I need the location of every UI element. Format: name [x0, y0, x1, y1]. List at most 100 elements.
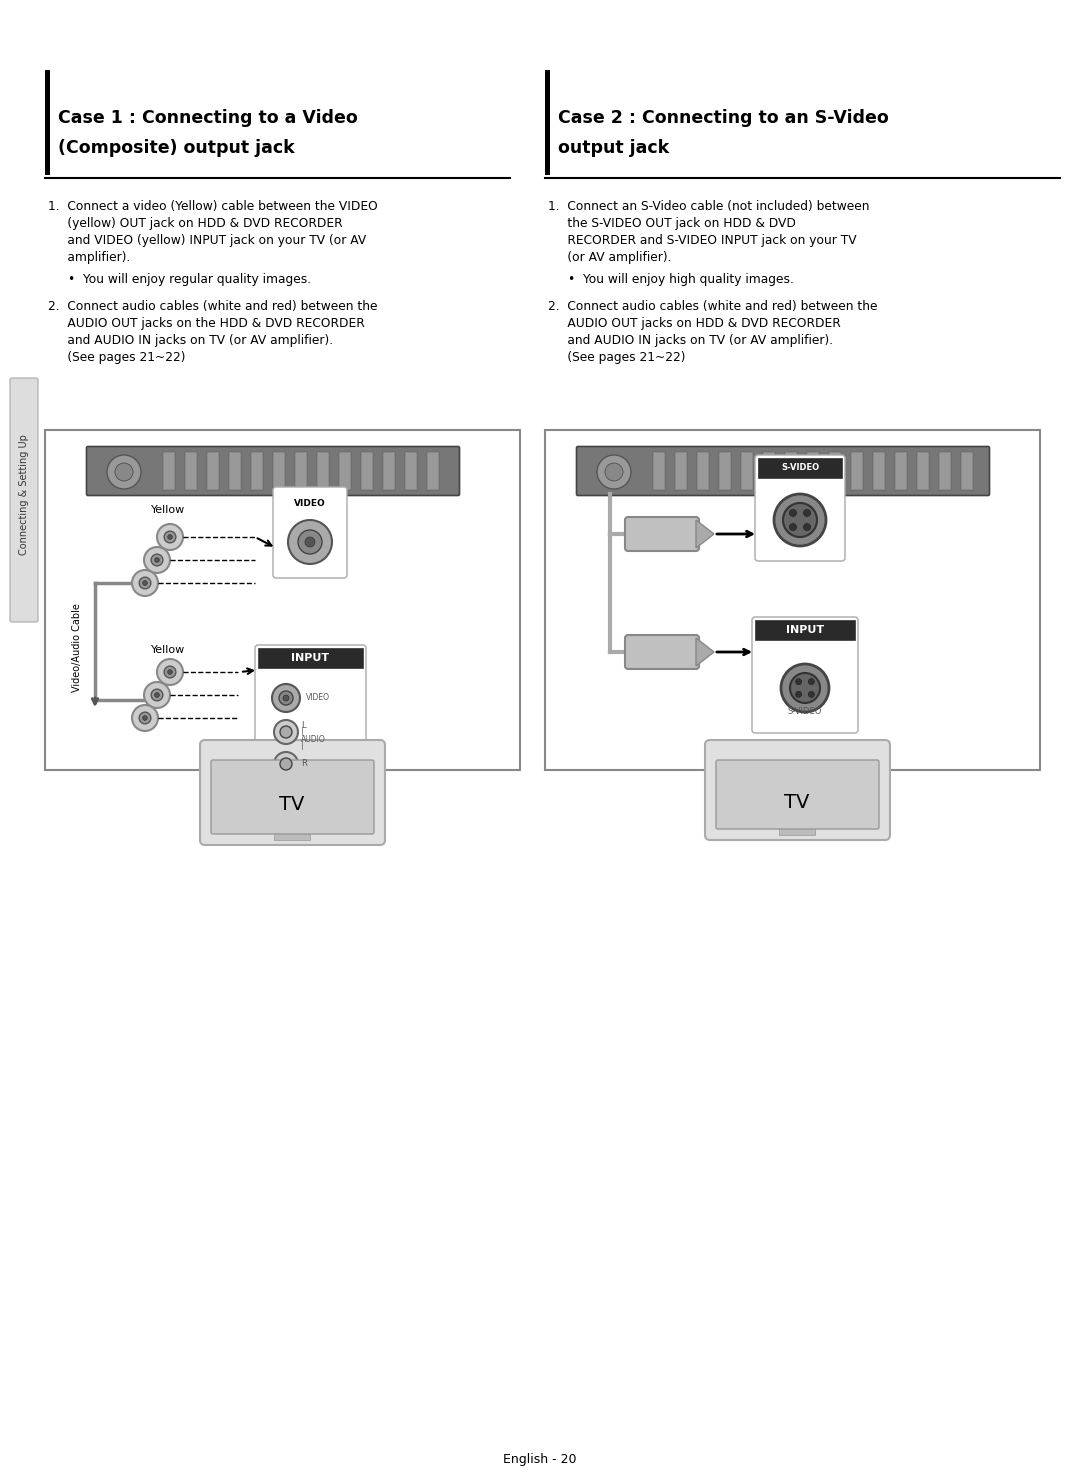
- Bar: [339, 452, 351, 490]
- Circle shape: [132, 705, 158, 732]
- Circle shape: [143, 581, 147, 585]
- Circle shape: [808, 692, 814, 698]
- Bar: [295, 452, 307, 490]
- Bar: [185, 452, 197, 490]
- Polygon shape: [696, 520, 714, 548]
- Bar: [653, 452, 665, 490]
- Circle shape: [272, 684, 300, 712]
- Text: Case 1 : Connecting to a Video: Case 1 : Connecting to a Video: [58, 110, 357, 127]
- Bar: [895, 452, 907, 490]
- Text: VIDEO: VIDEO: [306, 693, 330, 702]
- Bar: [917, 452, 929, 490]
- Text: (yellow) OUT jack on HDD & DVD RECORDER: (yellow) OUT jack on HDD & DVD RECORDER: [48, 218, 342, 230]
- Text: (See pages 21~22): (See pages 21~22): [548, 351, 686, 364]
- Circle shape: [114, 464, 133, 481]
- Text: and AUDIO IN jacks on TV (or AV amplifier).: and AUDIO IN jacks on TV (or AV amplifie…: [48, 335, 333, 347]
- Circle shape: [139, 712, 151, 724]
- FancyBboxPatch shape: [577, 446, 989, 496]
- Circle shape: [804, 524, 811, 530]
- Text: AUDIO: AUDIO: [301, 735, 326, 743]
- Bar: [779, 825, 815, 835]
- Circle shape: [796, 678, 801, 684]
- Circle shape: [280, 758, 292, 770]
- Circle shape: [789, 509, 796, 517]
- Text: English - 20: English - 20: [503, 1453, 577, 1466]
- Circle shape: [164, 532, 176, 544]
- Bar: [807, 452, 819, 490]
- Text: S-VIDEO: S-VIDEO: [787, 708, 822, 717]
- Text: and VIDEO (yellow) INPUT jack on your TV (or AV: and VIDEO (yellow) INPUT jack on your TV…: [48, 234, 366, 247]
- FancyBboxPatch shape: [716, 760, 879, 829]
- Circle shape: [796, 692, 801, 698]
- Bar: [851, 452, 863, 490]
- Text: Case 2 : Connecting to an S-Video: Case 2 : Connecting to an S-Video: [558, 110, 889, 127]
- Bar: [361, 452, 373, 490]
- Text: 1.  Connect a video (Yellow) cable between the VIDEO: 1. Connect a video (Yellow) cable betwee…: [48, 200, 378, 213]
- Circle shape: [154, 558, 160, 563]
- Circle shape: [783, 504, 816, 538]
- Circle shape: [154, 693, 160, 698]
- Text: TV: TV: [280, 795, 305, 815]
- Text: 1.  Connect an S-Video cable (not included) between: 1. Connect an S-Video cable (not include…: [548, 200, 869, 213]
- Text: and AUDIO IN jacks on TV (or AV amplifier).: and AUDIO IN jacks on TV (or AV amplifie…: [548, 335, 833, 347]
- Circle shape: [107, 455, 141, 489]
- Text: AUDIO OUT jacks on HDD & DVD RECORDER: AUDIO OUT jacks on HDD & DVD RECORDER: [548, 317, 840, 330]
- Circle shape: [143, 715, 147, 720]
- Bar: [939, 452, 951, 490]
- Text: Connecting & Setting Up: Connecting & Setting Up: [19, 434, 29, 555]
- Text: Yellow: Yellow: [151, 646, 185, 655]
- Bar: [427, 452, 438, 490]
- Text: (or AV amplifier).: (or AV amplifier).: [548, 250, 672, 264]
- Bar: [163, 452, 175, 490]
- FancyBboxPatch shape: [273, 487, 347, 578]
- Circle shape: [167, 535, 173, 539]
- Text: •  You will enjoy high quality images.: • You will enjoy high quality images.: [568, 273, 794, 286]
- Text: TV: TV: [784, 792, 810, 812]
- Bar: [383, 452, 395, 490]
- Circle shape: [157, 659, 183, 686]
- Text: Video/Audio Cable: Video/Audio Cable: [72, 604, 82, 693]
- Circle shape: [144, 681, 170, 708]
- Bar: [274, 829, 310, 840]
- Circle shape: [167, 669, 173, 674]
- Bar: [45, 429, 519, 770]
- Bar: [719, 452, 731, 490]
- Text: (See pages 21~22): (See pages 21~22): [48, 351, 186, 364]
- Bar: [258, 649, 363, 668]
- Text: RECORDER and S-VIDEO INPUT jack on your TV: RECORDER and S-VIDEO INPUT jack on your …: [548, 234, 856, 247]
- Text: R: R: [301, 760, 307, 769]
- Bar: [273, 452, 285, 490]
- Text: |: |: [301, 742, 303, 751]
- Circle shape: [298, 530, 322, 554]
- Circle shape: [774, 495, 826, 546]
- Bar: [545, 429, 1040, 770]
- FancyBboxPatch shape: [211, 760, 374, 834]
- Circle shape: [139, 578, 151, 589]
- Text: (Composite) output jack: (Composite) output jack: [58, 139, 295, 157]
- Text: •  You will enjoy regular quality images.: • You will enjoy regular quality images.: [68, 273, 311, 286]
- Circle shape: [279, 692, 293, 705]
- Bar: [873, 452, 885, 490]
- Bar: [318, 452, 329, 490]
- Bar: [697, 452, 708, 490]
- Text: INPUT: INPUT: [786, 625, 824, 635]
- FancyBboxPatch shape: [10, 378, 38, 622]
- Text: 2.  Connect audio cables (white and red) between the: 2. Connect audio cables (white and red) …: [548, 301, 877, 312]
- Text: S-VIDEO: S-VIDEO: [781, 464, 819, 472]
- Text: Yellow: Yellow: [151, 505, 185, 515]
- Circle shape: [283, 695, 289, 701]
- Circle shape: [789, 524, 796, 530]
- Bar: [741, 452, 753, 490]
- Circle shape: [597, 455, 631, 489]
- Bar: [829, 452, 841, 490]
- Bar: [675, 452, 687, 490]
- Circle shape: [789, 672, 820, 703]
- Bar: [758, 458, 842, 478]
- FancyBboxPatch shape: [705, 740, 890, 840]
- Circle shape: [132, 570, 158, 595]
- Text: L: L: [301, 720, 306, 730]
- FancyBboxPatch shape: [86, 446, 459, 496]
- FancyBboxPatch shape: [625, 635, 699, 669]
- Polygon shape: [696, 638, 714, 666]
- Bar: [755, 621, 855, 640]
